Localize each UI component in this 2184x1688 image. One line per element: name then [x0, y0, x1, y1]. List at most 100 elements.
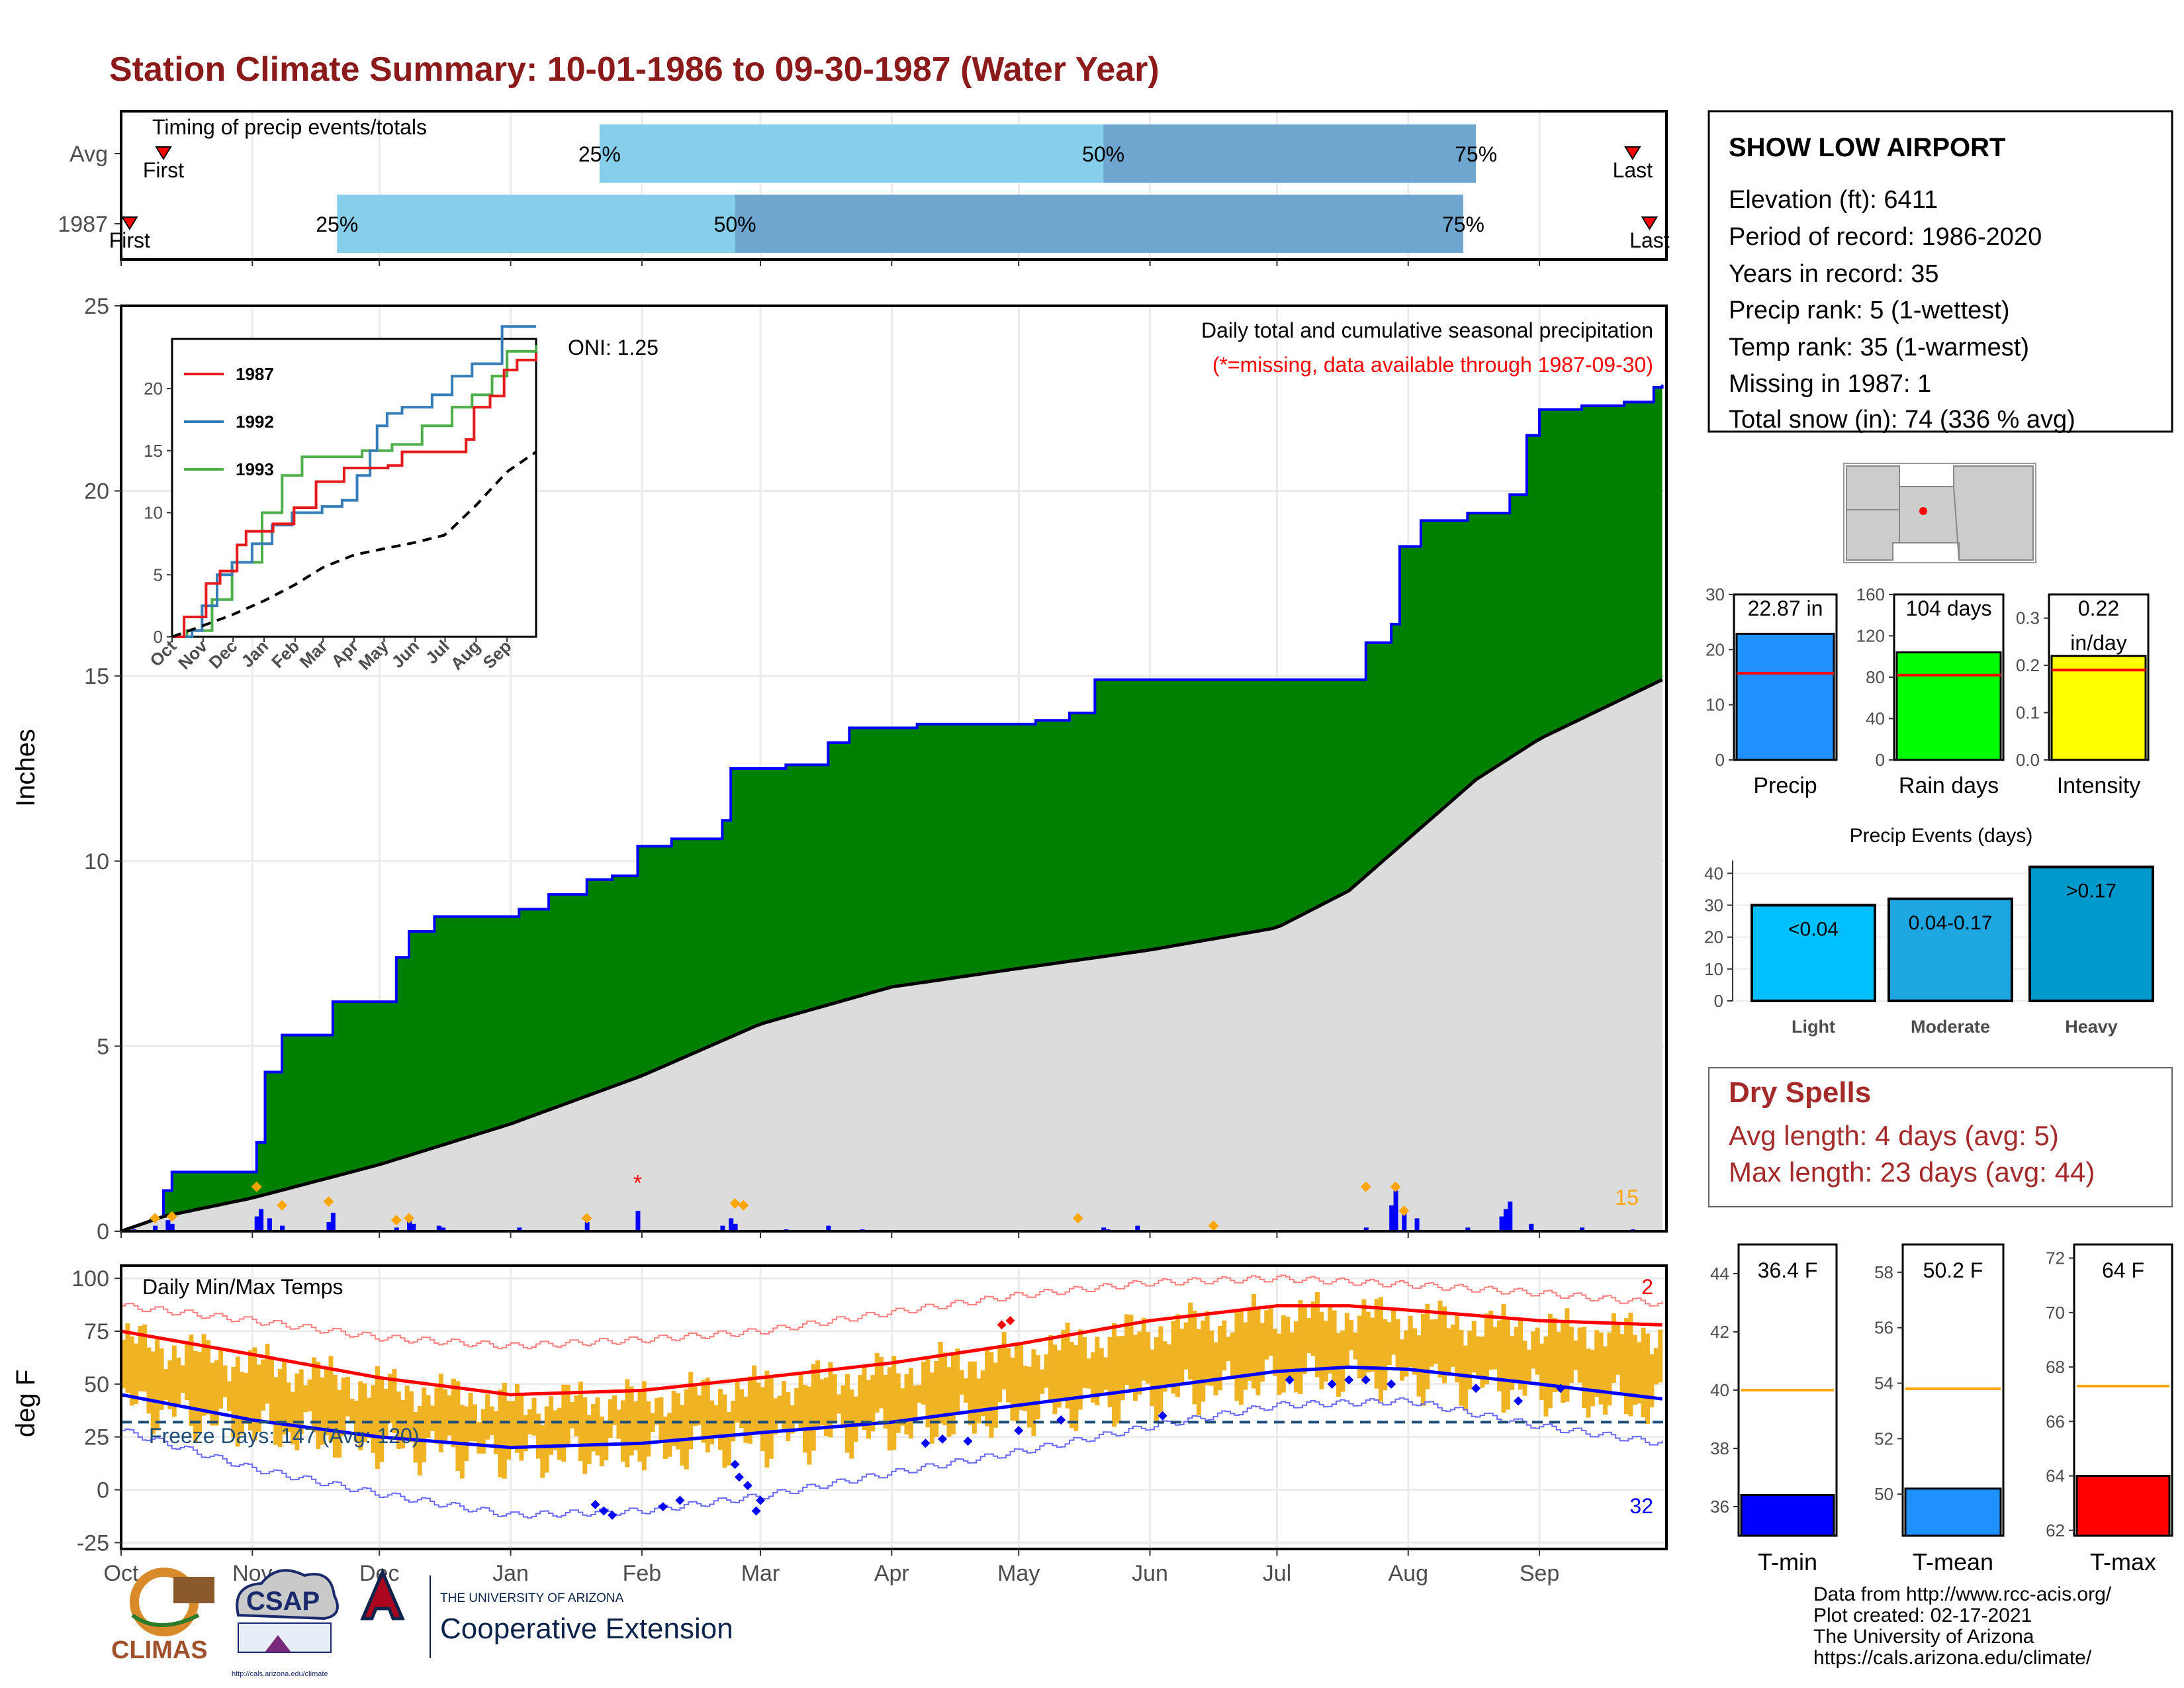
precip-ytick-label: 10: [84, 849, 109, 874]
month-tick-label: Feb: [623, 1561, 662, 1586]
temp-bar-category-label: T-mean: [1913, 1548, 1993, 1575]
record-low-marker: [743, 1481, 752, 1491]
daily-temp-bar: [612, 1395, 617, 1426]
temperature-summary-bars: 36 38 40 42 44 36.4 F T-min 50 52 54 56 58 50.2 F T-m…: [1710, 1243, 2173, 1575]
daily-temp-bar: [345, 1376, 351, 1417]
record-low-marker: [1361, 1375, 1371, 1385]
temp-ytick-label: 25: [84, 1425, 109, 1450]
daily-temp-bar: [303, 1385, 308, 1413]
daily-temp-bar: [367, 1397, 372, 1438]
summary-bar-ytick-label: 20: [1706, 639, 1725, 659]
summary-bar-ytick-label: 0.1: [2016, 703, 2040, 723]
daily-temp-bar: [1577, 1327, 1582, 1383]
daily-temp-bar: [1099, 1348, 1104, 1394]
daily-temp-bar: [519, 1393, 524, 1461]
dry-spells-max: Max length: 23 days (avg: 44): [1729, 1156, 2095, 1188]
daily-temp-bar: [726, 1411, 731, 1466]
daily-precip-bar: [169, 1223, 175, 1231]
daily-temp-bar: [752, 1365, 757, 1432]
daily-temp-bar: [1251, 1293, 1257, 1389]
temp-bar-ytick-label: 42: [1710, 1322, 1729, 1342]
daily-temp-bar: [1531, 1331, 1536, 1369]
daily-temp-bar: [1446, 1328, 1451, 1373]
snow-event-marker: [166, 1211, 177, 1222]
daily-temp-bar: [549, 1396, 554, 1455]
daily-precip-bar: [1101, 1227, 1107, 1231]
daily-temp-bar: [443, 1389, 448, 1444]
inset-ytick-label: 0: [154, 627, 163, 647]
inset-series-1987: [172, 353, 537, 638]
daily-precip-bar: [267, 1218, 272, 1231]
daily-precip-bar: [436, 1225, 441, 1231]
daily-temp-bar: [946, 1367, 952, 1437]
ua-big-text: Cooperative Extension: [440, 1613, 733, 1645]
daily-temp-bar: [1044, 1354, 1049, 1388]
record-high-marker: [1005, 1316, 1015, 1326]
daily-temp-bar: [193, 1350, 198, 1442]
daily-temp-bar: [582, 1397, 588, 1474]
daily-temp-bar: [1450, 1325, 1455, 1367]
daily-temp-bar: [1641, 1327, 1646, 1418]
record-high-marker: [997, 1320, 1007, 1330]
daily-temp-bar: [514, 1384, 520, 1453]
daily-temp-bar: [231, 1366, 236, 1437]
daily-temp-bar: [1006, 1348, 1011, 1403]
timing-quartile-label: 50%: [714, 212, 756, 236]
snow-event-marker: [1208, 1220, 1219, 1231]
daily-temp-bar: [1116, 1336, 1121, 1424]
average-precip-area: [121, 679, 1662, 1231]
daily-temp-bar: [535, 1413, 541, 1459]
timing-bar-q50-q75: [1103, 124, 1477, 183]
last-event-label: Last: [1629, 228, 1670, 252]
daily-temp-bar: [1014, 1342, 1019, 1422]
temp-bar-ytick-label: 64: [2046, 1466, 2065, 1486]
daily-temp-bar: [1238, 1309, 1244, 1405]
record-low-marker: [755, 1495, 765, 1505]
temp-bar-ytick-label: 68: [2046, 1357, 2065, 1377]
footer-credits: Data from http://www.rcc-acis.org/ Plot …: [1813, 1583, 2112, 1669]
daily-temp-bar: [1141, 1317, 1146, 1381]
daily-temp-bar: [1387, 1322, 1392, 1366]
daily-temp-bar: [1306, 1318, 1312, 1353]
daily-temp-bar: [307, 1379, 312, 1412]
daily-temp-bar: [540, 1425, 545, 1478]
inset-series-1993: [172, 345, 537, 638]
daily-temp-bar: [718, 1389, 723, 1450]
record-low-marker: [590, 1499, 600, 1509]
last-event-label: Last: [1613, 158, 1653, 182]
daily-temp-bar: [176, 1357, 181, 1407]
daily-temp-bar: [282, 1362, 287, 1435]
daily-temp-bar: [1412, 1328, 1418, 1375]
station-info-box: SHOW LOW AIRPORT Elevation (ft): 6411 Pe…: [1707, 110, 2173, 434]
daily-temp-bar: [1217, 1325, 1222, 1391]
daily-temp-bar: [1082, 1336, 1087, 1388]
inset-cumulative-chart: 05101520OctNovDecJanFebMarAprMayJunJulAu…: [144, 325, 537, 674]
inset-ytick-label: 15: [144, 441, 163, 461]
daily-temp-bar: [295, 1374, 300, 1451]
inset-frame: [171, 338, 537, 638]
daily-temp-bar: [1598, 1332, 1604, 1405]
daily-temp-bar: [925, 1359, 931, 1428]
events-category-label: Heavy: [2065, 1017, 2118, 1037]
daily-temp-bar: [595, 1397, 600, 1456]
daily-temp-bar: [980, 1370, 985, 1417]
daily-temp-bar: [205, 1340, 210, 1415]
daily-temp-bar: [794, 1387, 799, 1422]
summary-bar-value-label: 0.22: [2078, 596, 2119, 620]
summary-bar-category-label: Rain days: [1899, 773, 1999, 798]
daily-temp-bar: [1492, 1327, 1498, 1370]
daily-temp-bar: [226, 1381, 232, 1411]
daily-temp-bar: [964, 1378, 969, 1403]
record-low-marker: [1327, 1379, 1337, 1389]
daily-temp-bar: [235, 1356, 240, 1447]
daily-temp-bar: [1336, 1333, 1342, 1397]
daily-temp-bar: [891, 1356, 897, 1450]
daily-temp-bar: [1416, 1335, 1422, 1397]
daily-temp-bar: [1624, 1317, 1629, 1415]
daily-temp-bar: [934, 1360, 939, 1437]
daily-temp-bar: [1183, 1322, 1189, 1370]
daily-temp-bar: [1637, 1342, 1642, 1404]
summary-bar-ytick-label: 80: [1866, 667, 1885, 687]
daily-temp-bar: [1179, 1329, 1185, 1383]
daily-temp-bar: [802, 1385, 807, 1453]
